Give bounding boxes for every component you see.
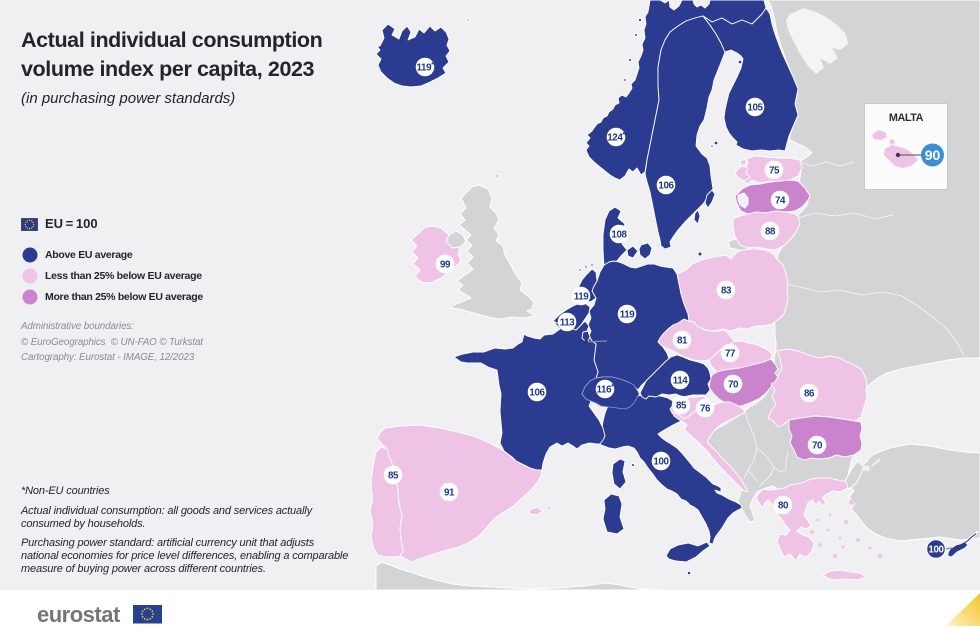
svg-text:119: 119	[620, 310, 636, 321]
svg-text:100: 100	[928, 545, 944, 556]
svg-text:124*: 124*	[607, 132, 625, 144]
svg-text:113: 113	[560, 318, 576, 329]
svg-text:76: 76	[700, 404, 711, 415]
svg-text:85: 85	[676, 401, 687, 412]
svg-text:91: 91	[444, 488, 455, 499]
svg-text:74: 74	[775, 196, 786, 207]
svg-text:116*: 116*	[597, 384, 615, 396]
svg-text:70: 70	[812, 441, 823, 452]
svg-text:114: 114	[673, 376, 689, 387]
svg-text:106: 106	[658, 181, 674, 192]
svg-text:MALTA: MALTA	[889, 112, 924, 124]
svg-text:85: 85	[388, 471, 399, 482]
svg-text:119: 119	[574, 292, 590, 303]
svg-text:100: 100	[653, 457, 669, 468]
svg-text:80: 80	[778, 501, 789, 512]
svg-text:75: 75	[769, 166, 780, 177]
svg-text:99: 99	[440, 260, 451, 271]
svg-text:83: 83	[721, 286, 732, 297]
svg-text:81: 81	[677, 336, 688, 347]
svg-text:90: 90	[925, 147, 941, 163]
svg-text:88: 88	[765, 227, 776, 238]
svg-text:108: 108	[611, 230, 627, 241]
svg-text:106: 106	[529, 388, 545, 399]
svg-text:70: 70	[728, 380, 739, 391]
svg-text:86: 86	[804, 389, 815, 400]
svg-text:119*: 119*	[417, 62, 435, 74]
svg-text:105: 105	[747, 103, 763, 114]
svg-text:77: 77	[725, 349, 736, 360]
